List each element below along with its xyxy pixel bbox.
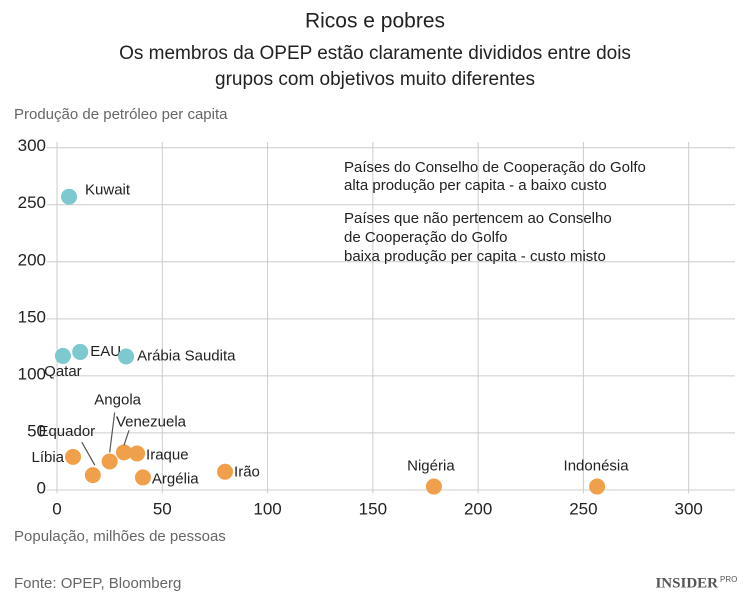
x-axis-label: População, milhões de pessoas: [14, 528, 226, 545]
label-arrow: [109, 412, 116, 453]
x-tick-label: 250: [569, 499, 597, 518]
x-tick-label: 150: [359, 499, 387, 518]
group-label: Países que não pertencem ao Conselho: [344, 210, 612, 227]
point: [118, 348, 135, 365]
point: [61, 188, 78, 205]
y-tick-label: 50: [27, 421, 46, 440]
x-tick-label: 200: [464, 499, 492, 518]
group-label: Países do Conselho de Cooperação do Golf…: [344, 159, 646, 176]
chart-subtitle: Os membros da OPEP estão claramente divi…: [119, 43, 631, 64]
group-label: alta produção per capita - a baixo custo: [344, 177, 607, 194]
point-label: Angola: [94, 391, 141, 408]
point-label: Qatar: [44, 363, 82, 380]
group-label: de Cooperação do Golfo: [344, 229, 507, 246]
point: [84, 467, 101, 484]
x-tick-label: 100: [253, 499, 281, 518]
point-label: Argélia: [152, 470, 199, 487]
x-tick-label: 0: [52, 499, 61, 518]
point-label: Kuwait: [85, 182, 131, 199]
point: [65, 448, 82, 465]
point-label: Iraque: [146, 446, 189, 463]
chart-title: Ricos e pobres: [305, 10, 445, 33]
point-label: Irão: [234, 464, 260, 481]
point: [54, 347, 71, 364]
x-tick-label: 300: [674, 499, 702, 518]
chart-subtitle: grupos com objetivos muito diferentes: [215, 69, 535, 90]
point-label: Arábia Saudita: [137, 347, 236, 364]
y-axis-label: Produção de petróleo per capita: [14, 106, 228, 123]
y-tick-label: 200: [18, 250, 46, 269]
point-label: Indonésia: [564, 458, 630, 475]
x-tick-label: 50: [153, 499, 172, 518]
point: [129, 445, 146, 462]
point: [134, 469, 151, 486]
y-tick-label: 100: [18, 364, 46, 383]
source: Fonte: OPEP, Bloomberg: [14, 575, 181, 592]
point-label: Líbia: [31, 449, 64, 466]
group-label: baixa produção per capita - custo misto: [344, 248, 606, 265]
point: [589, 478, 606, 495]
brand-sub: PRO: [720, 575, 737, 584]
point: [217, 463, 234, 480]
point-label: Nigéria: [407, 458, 455, 475]
point-label: Equador: [38, 423, 95, 440]
y-tick-label: 300: [18, 136, 46, 155]
brand: INSIDER: [655, 575, 718, 591]
label-arrow: [81, 441, 96, 466]
point-label: Venezuela: [116, 413, 187, 430]
label-arrow: [123, 430, 130, 446]
point: [72, 343, 89, 360]
point: [425, 478, 442, 495]
point-label: EAU: [90, 343, 121, 360]
point: [115, 444, 132, 461]
point: [101, 453, 118, 470]
y-tick-label: 250: [18, 193, 46, 212]
y-tick-label: 0: [37, 478, 46, 497]
y-tick-label: 150: [18, 307, 46, 326]
